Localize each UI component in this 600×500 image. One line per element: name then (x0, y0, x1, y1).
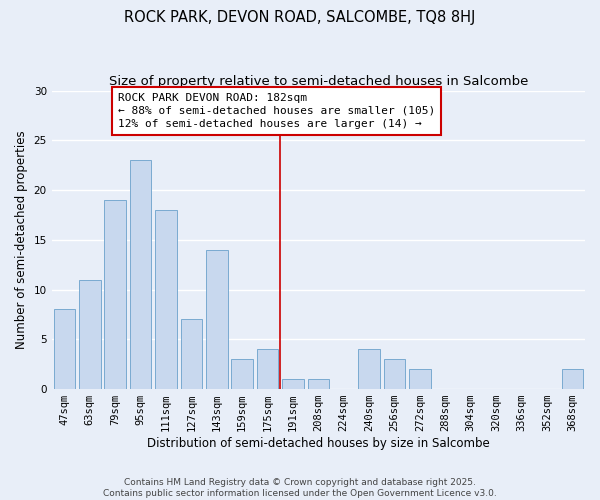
Bar (257, 350, 278, 389)
Bar (130, 160, 151, 389)
Bar (155, 210, 177, 389)
Bar (206, 250, 227, 389)
Title: Size of property relative to semi-detached houses in Salcombe: Size of property relative to semi-detach… (109, 75, 528, 88)
Bar (53, 310, 75, 389)
Bar (409, 369, 431, 389)
Bar (232, 359, 253, 389)
Bar (282, 379, 304, 389)
Y-axis label: Number of semi-detached properties: Number of semi-detached properties (15, 130, 28, 349)
Bar (384, 359, 406, 389)
Text: Contains HM Land Registry data © Crown copyright and database right 2025.
Contai: Contains HM Land Registry data © Crown c… (103, 478, 497, 498)
Text: ROCK PARK DEVON ROAD: 182sqm
← 88% of semi-detached houses are smaller (105)
12%: ROCK PARK DEVON ROAD: 182sqm ← 88% of se… (118, 92, 435, 129)
Bar (79, 280, 101, 389)
Bar (358, 350, 380, 389)
X-axis label: Distribution of semi-detached houses by size in Salcombe: Distribution of semi-detached houses by … (147, 437, 490, 450)
Bar (104, 200, 126, 389)
Bar (181, 320, 202, 389)
Bar (562, 369, 583, 389)
Bar (308, 379, 329, 389)
Text: ROCK PARK, DEVON ROAD, SALCOMBE, TQ8 8HJ: ROCK PARK, DEVON ROAD, SALCOMBE, TQ8 8HJ (124, 10, 476, 25)
